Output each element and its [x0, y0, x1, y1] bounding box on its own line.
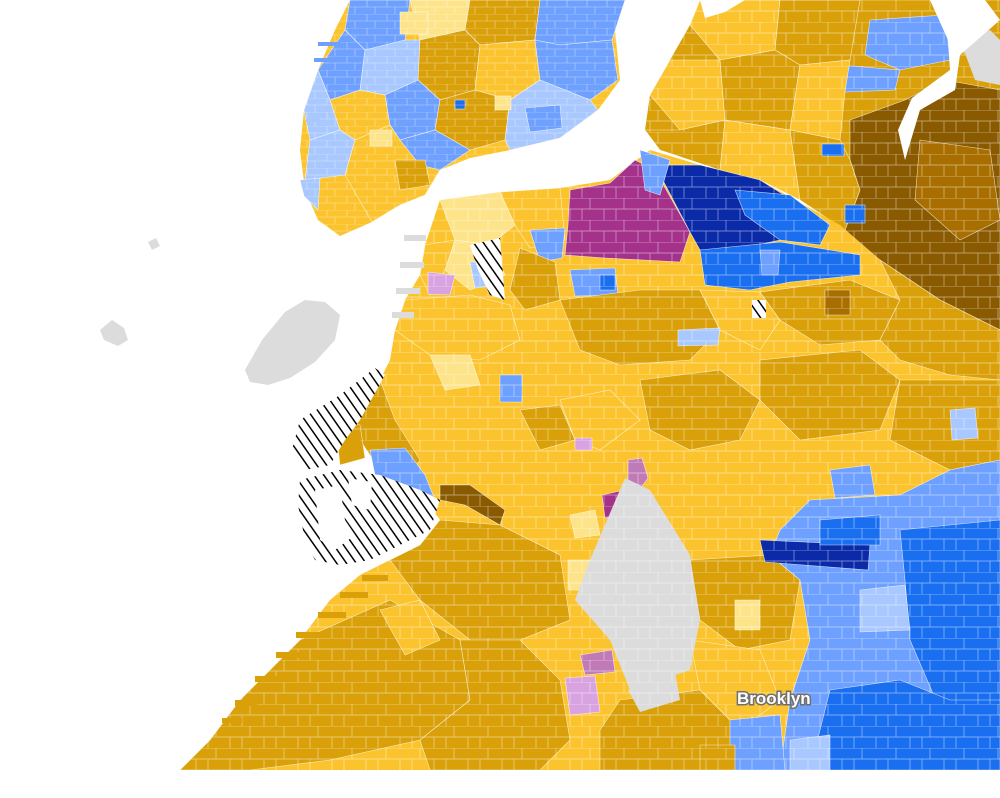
creek	[898, 0, 1000, 160]
small-island	[148, 238, 160, 250]
red-hook-water	[348, 478, 372, 510]
waterfront-piers	[222, 235, 426, 723]
brooklyn-landmass	[179, 149, 1000, 771]
queens-landmass	[644, 0, 1000, 331]
pier	[306, 118, 320, 122]
bottom-margin	[0, 770, 1000, 798]
brooklyn-texture	[180, 150, 1000, 770]
hatched-area	[292, 368, 385, 470]
creek	[700, 0, 745, 18]
red-hook-water	[315, 485, 355, 550]
small-island	[100, 320, 128, 346]
brooklyn-label: Brooklyn	[737, 689, 811, 708]
hatched-area	[470, 238, 505, 300]
queens-texture	[645, 0, 1000, 330]
governors-island	[245, 300, 340, 385]
pier	[314, 58, 334, 62]
hatched-area	[752, 300, 766, 318]
manhattan-texture	[300, 0, 625, 236]
pier	[318, 42, 340, 46]
manhattan-landmass	[299, 0, 626, 236]
